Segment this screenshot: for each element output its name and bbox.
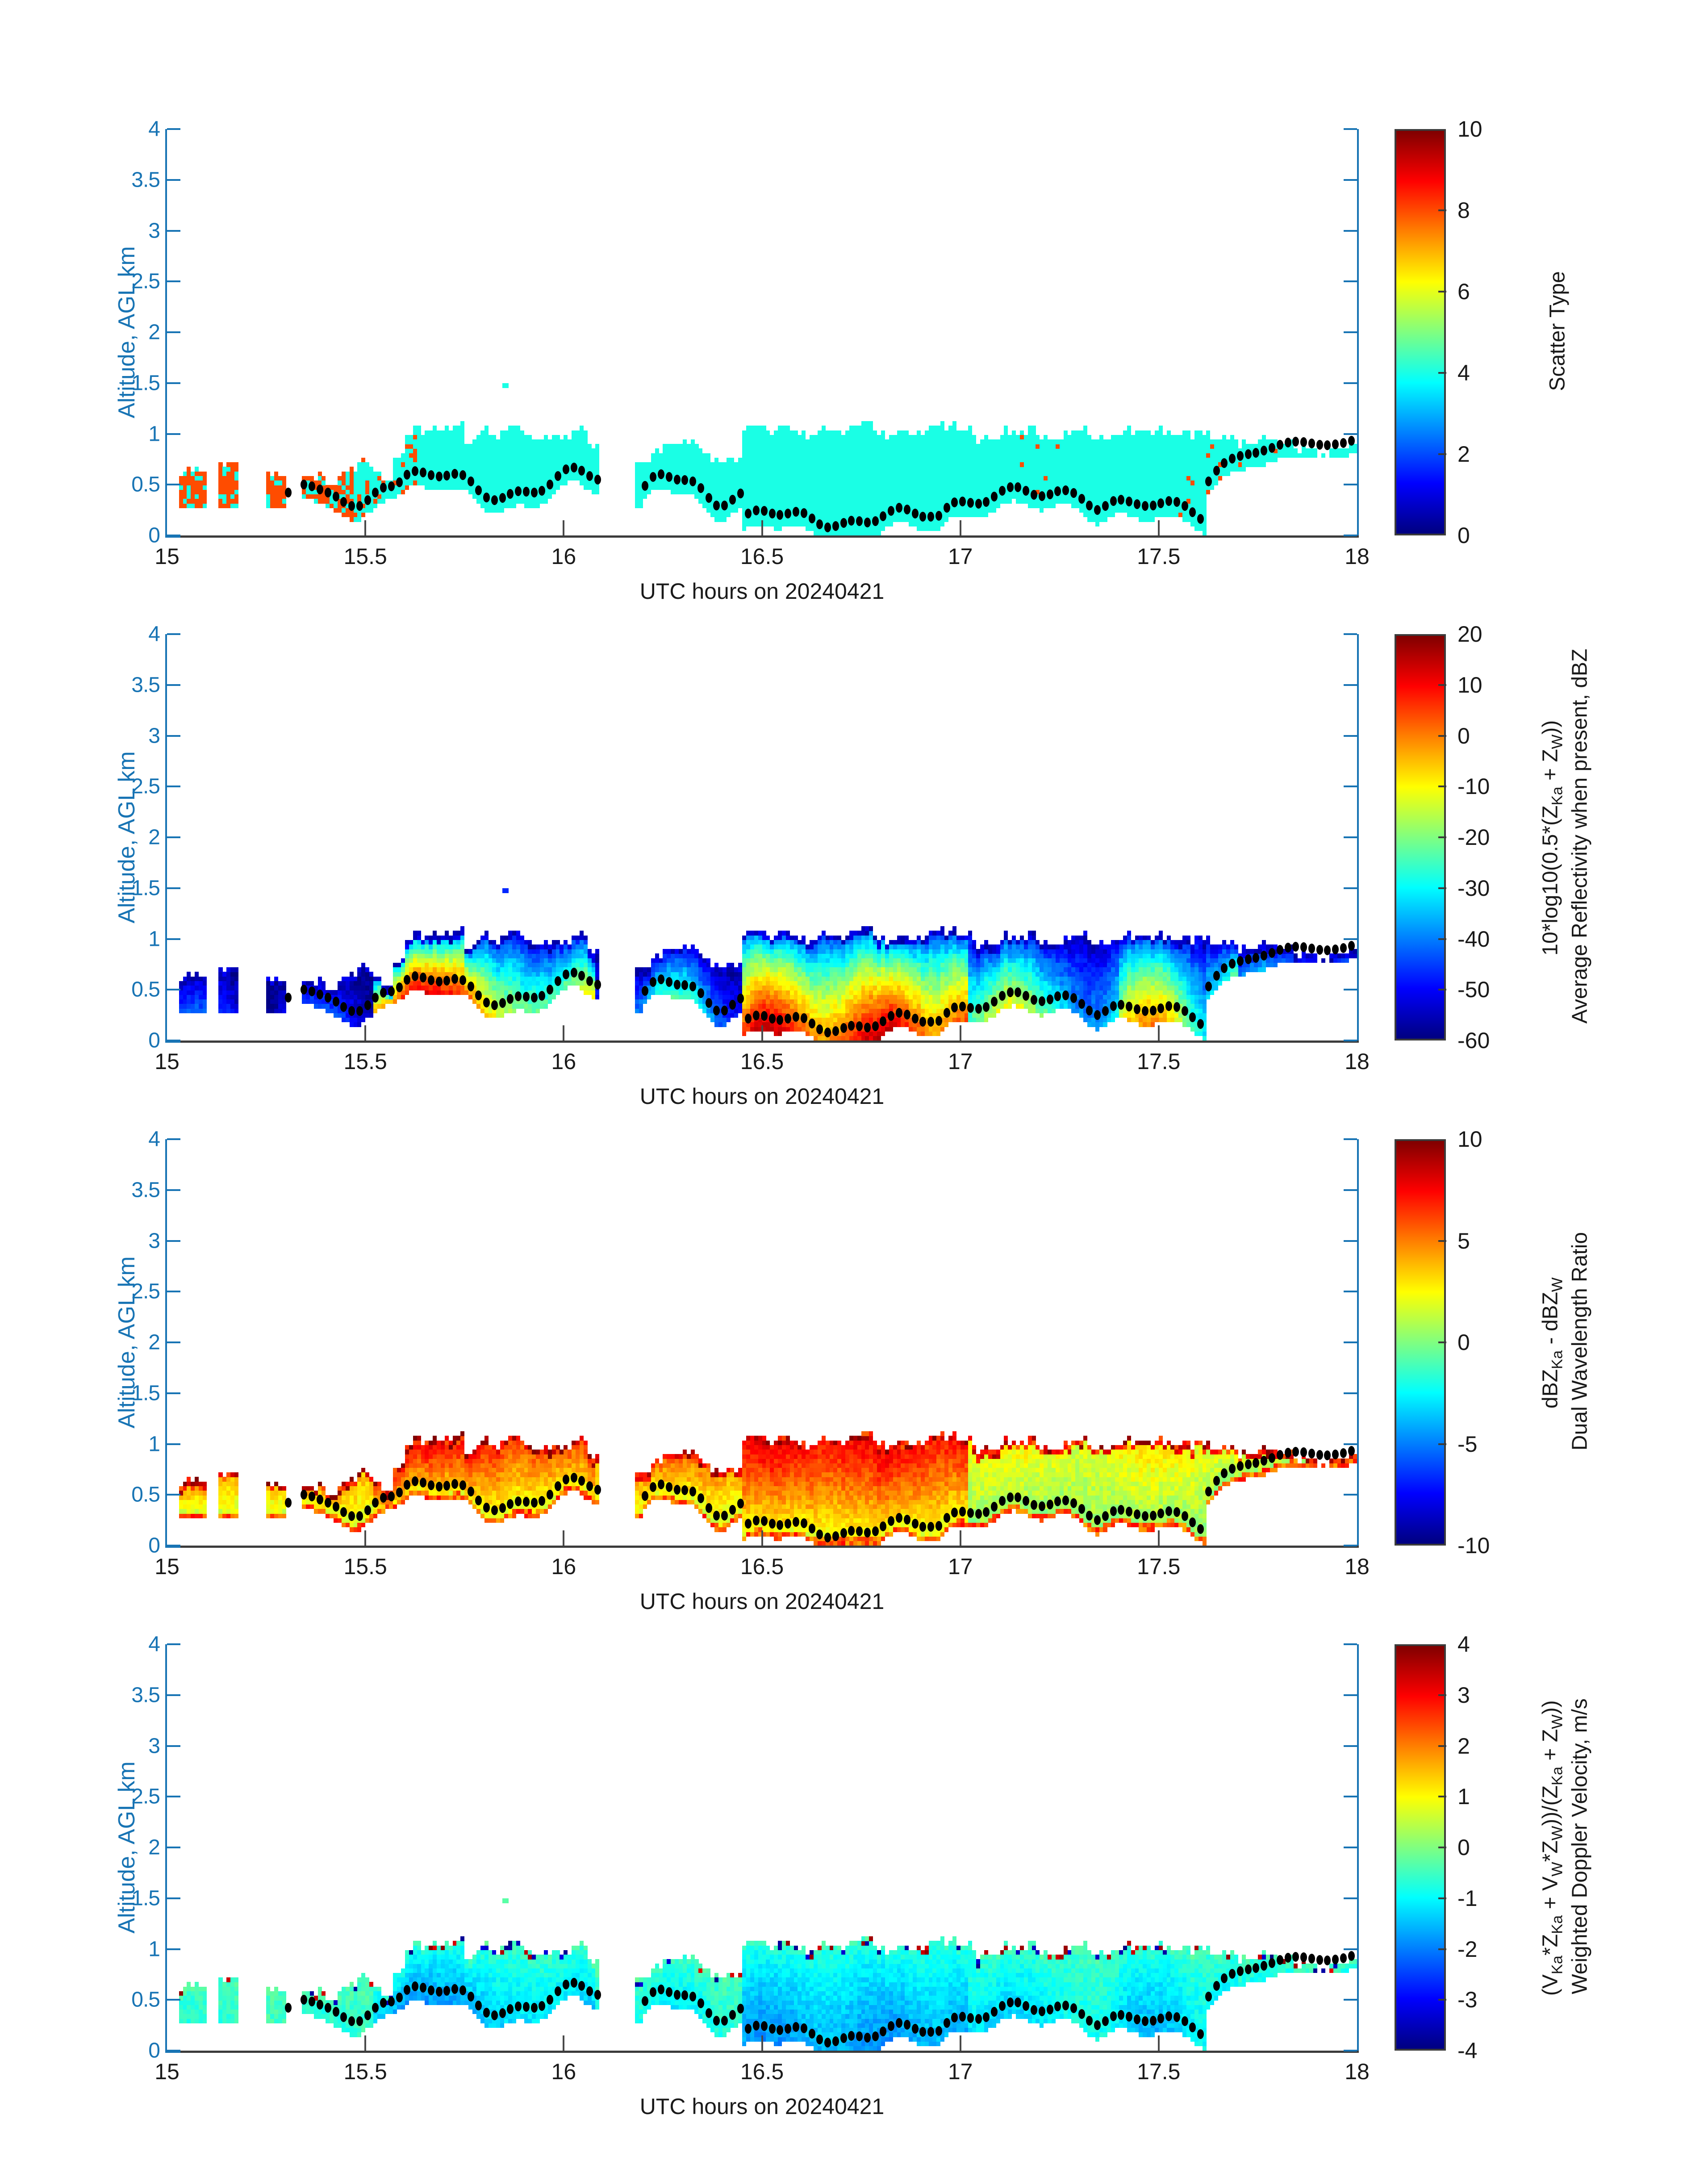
y-axis-title: Altitude, AGL km	[113, 1736, 140, 1959]
y-tick	[167, 1694, 180, 1696]
x-axis-title: UTC hours on 20240421	[640, 2093, 885, 2119]
x-tick	[960, 2035, 961, 2051]
colorbar-tick-label: 0	[1457, 1834, 1470, 1860]
colorbar-tick-label: -2	[1457, 1936, 1477, 1962]
x-tick-label: 15.5	[343, 2059, 387, 2085]
y-tick-right	[1344, 1796, 1357, 1797]
colorbar-tick	[1438, 1694, 1446, 1696]
colorbar-tick	[1438, 1999, 1446, 2001]
y-tick	[167, 1643, 180, 1645]
y-tick-label: 3	[148, 1734, 160, 1758]
x-tick	[761, 2035, 763, 2051]
y-tick-right	[1344, 1694, 1357, 1696]
x-tick-label: 17.5	[1137, 2059, 1180, 2085]
y-tick-right	[1344, 1948, 1357, 1950]
x-tick-label: 16.5	[740, 2059, 784, 2085]
colorbar-tick-label: -4	[1457, 2038, 1477, 2064]
colorbar-tick-label: 3	[1457, 1682, 1470, 1708]
colorbar-tick	[1438, 1796, 1446, 1797]
colorbar-tick-label: 2	[1457, 1733, 1470, 1759]
y-tick-right	[1344, 2050, 1357, 2052]
y-tick	[167, 1999, 180, 2001]
colorbar-tick	[1438, 1745, 1446, 1747]
heatmap-canvas	[167, 1644, 1357, 2051]
colorbar-tick	[1438, 1948, 1446, 1950]
colorbar-tick-label: 4	[1457, 1631, 1470, 1657]
colorbar-title-line: (VKa*ZKa + VW*ZW))/(ZKa + ZW))	[1538, 1645, 1566, 2051]
y-tick	[167, 1745, 180, 1747]
x-tick	[563, 2035, 564, 2051]
colorbar-tick	[1438, 1847, 1446, 1848]
y-tick-label: 0.5	[131, 1988, 160, 2012]
x-tick	[364, 2035, 366, 2051]
colorbar-tick	[1438, 1897, 1446, 1899]
y-tick	[167, 1897, 180, 1899]
y-tick-label: 2	[148, 1835, 160, 1860]
y-tick-label: 3.5	[131, 1683, 160, 1707]
colorbar-weighted-doppler-velocity: -4 -3 -2 -1 0 1 2 3 4	[1395, 1644, 1446, 2051]
y-tick-right	[1344, 1745, 1357, 1747]
y-tick-right	[1344, 1999, 1357, 2001]
y-tick	[167, 1796, 180, 1797]
colorbar-title-line: Weighted Doppler Velocity, m/s	[1568, 1643, 1592, 2050]
y-tick-label: 4	[148, 1632, 160, 1657]
x-tick-label: 17	[948, 2059, 973, 2085]
x-tick-label: 16	[551, 2059, 576, 2085]
y-tick-right	[1344, 1847, 1357, 1848]
y-tick-right	[1344, 1643, 1357, 1645]
y-tick	[167, 2050, 180, 2052]
y-tick	[167, 1847, 180, 1848]
axis-bottom	[165, 2051, 1359, 2053]
y-tick-right	[1344, 1897, 1357, 1899]
y-tick-label: 1	[148, 1937, 160, 1961]
colorbar-tick-label: 1	[1457, 1784, 1470, 1809]
x-tick	[1158, 2035, 1160, 2051]
colorbar-tick-label: -1	[1457, 1885, 1477, 1911]
axis-right	[1357, 1644, 1359, 2051]
x-tick-label: 15	[155, 2059, 180, 2085]
colorbar-tick-label: -3	[1457, 1987, 1477, 2013]
plot-area-weighted-doppler-velocity: 0 0.5 1 1.5 2 2.5 3 3.5 4 15 15.5 16 16.5 17 17.5 18 UTC…	[167, 1644, 1357, 2051]
colorbar-fill	[1396, 1646, 1444, 2049]
x-tick-label: 18	[1345, 2059, 1370, 2085]
isolated-echo-cell	[502, 1898, 509, 1904]
y-tick	[167, 1948, 180, 1950]
